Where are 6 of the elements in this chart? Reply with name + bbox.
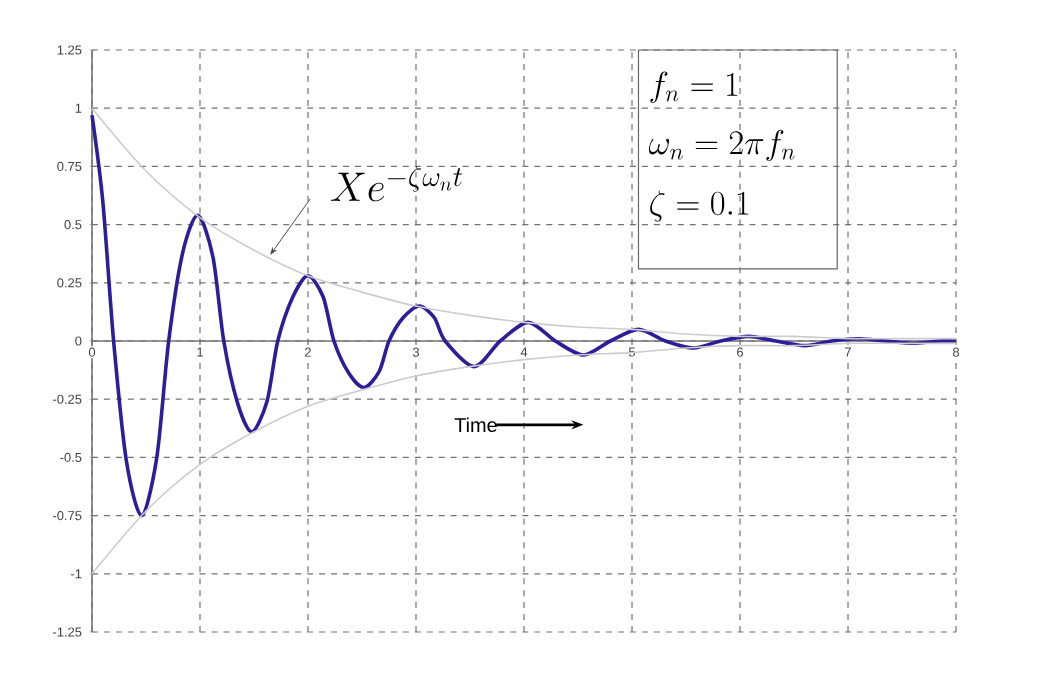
annotation: $\zeta = 0.1$ bbox=[650, 190, 749, 222]
annotation: $f_n = 1$ bbox=[650, 71, 738, 103]
line-series bbox=[90, 113, 958, 518]
annotation: $Xe^{-\zeta\omega_n t}$ bbox=[331, 165, 463, 202]
annotation: $\omega_n = 2\pi f_n$ bbox=[649, 129, 795, 162]
annotation: Time bbox=[454, 417, 497, 433]
